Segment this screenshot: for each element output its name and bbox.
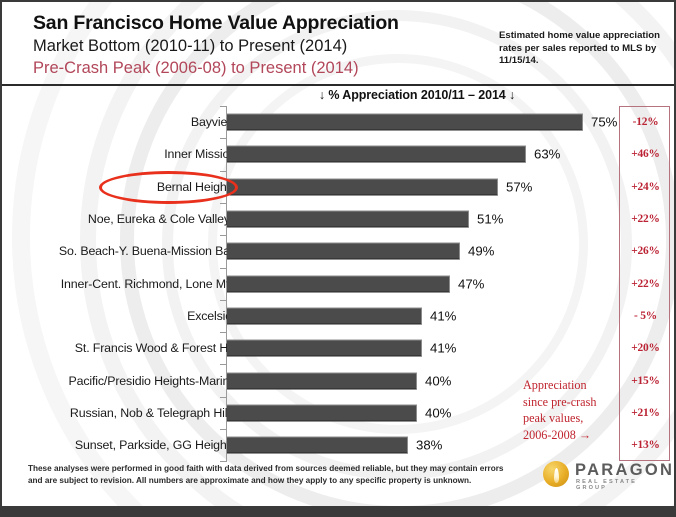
- source-note: Estimated home value appreciation rates …: [499, 30, 661, 66]
- category-label: Inner Mission: [164, 147, 236, 162]
- pre-crash-peak-value: +15%: [631, 374, 660, 387]
- paragon-logo: PARAGON REAL ESTATE GROUP: [543, 459, 672, 491]
- axis-tick: [220, 235, 227, 237]
- axis-tick: [220, 138, 227, 140]
- category-label: So. Beach-Y. Buena-Mission Bay: [58, 244, 236, 259]
- bar-value-label: 40%: [425, 373, 452, 389]
- disclaimer-text: These analyses were performed in good fa…: [28, 463, 528, 486]
- chart-row: Sunset, Parkside, GG Heights 38%: [2, 429, 674, 461]
- category-label: Bayview: [190, 115, 236, 130]
- bar-value-label: 41%: [430, 340, 457, 356]
- axis-tick: [220, 429, 227, 430]
- axis-tick: [220, 461, 227, 463]
- pre-crash-peak-column: -12% +46% +24% +22% +26% +22% - 5% +20% +15% +21%…: [619, 106, 670, 461]
- pre-crash-peak-value: -12%: [632, 116, 659, 129]
- bar-value-label: 40%: [425, 405, 452, 421]
- chart-axis-heading: ↓ % Appreciation 2010/11 – 2014 ↓: [318, 88, 516, 102]
- axis-tick: [220, 396, 227, 398]
- slide-header: San Francisco Home Value Appreciation Ma…: [2, 2, 674, 86]
- chart-row: Bernal Heights 57%: [2, 170, 674, 203]
- bar: [227, 404, 417, 422]
- category-label: Inner-Cent. Richmond, Lone Mtn: [60, 276, 236, 291]
- disclaimer-line-2: and are subject to revision. All numbers…: [28, 475, 472, 485]
- chart-row: Bayview 75%: [2, 106, 674, 138]
- slide-footer: These analyses were performed in good fa…: [2, 455, 674, 505]
- pre-crash-peak-value: +24%: [631, 180, 660, 193]
- title-block: San Francisco Home Value Appreciation Ma…: [33, 11, 399, 79]
- annotation-line-3: peak values,: [523, 411, 584, 426]
- logo-tagline: REAL ESTATE GROUP: [576, 479, 638, 491]
- subtitle-pre-crash-peak: Pre-Crash Peak (2006-08) to Present (201…: [33, 59, 359, 77]
- bar-value-label: 49%: [468, 243, 495, 259]
- pre-crash-peak-value: +20%: [631, 342, 660, 355]
- bar: [227, 307, 422, 325]
- flame-shape-icon: [554, 468, 559, 483]
- axis-tick: [220, 299, 227, 301]
- disclaimer-line-1: These analyses were performed in good fa…: [28, 464, 504, 473]
- category-label: Sunset, Parkside, GG Heights: [74, 438, 236, 453]
- bar-value-label: 47%: [458, 276, 485, 292]
- bottom-accent-bar: [2, 506, 674, 515]
- bar: [227, 275, 450, 293]
- subtitle-market-bottom: Market Bottom (2010-11) to Present (2014…: [33, 37, 348, 55]
- pre-crash-peak-value: +22%: [631, 213, 660, 226]
- bar: [227, 436, 408, 454]
- bar: [227, 210, 469, 228]
- chart-row: So. Beach-Y. Buena-Mission Bay 49%: [2, 235, 674, 267]
- bar: [227, 339, 422, 357]
- axis-tick: [220, 267, 227, 269]
- paragon-flame-icon: [543, 461, 569, 487]
- chart-row: Excelsior 41%: [2, 299, 674, 332]
- category-label: Excelsior: [187, 308, 236, 323]
- pre-crash-peak-value: +26%: [631, 245, 660, 258]
- category-label: Bernal Heights: [156, 179, 236, 194]
- category-label: St. Francis Wood & Forest Hill: [74, 341, 236, 356]
- chart-row: Noe, Eureka & Cole Valleys 51%: [2, 202, 674, 235]
- bar-value-label: 57%: [506, 179, 533, 195]
- category-axis-line: [226, 106, 227, 462]
- chart-row: Inner-Cent. Richmond, Lone Mtn 47%: [2, 267, 674, 300]
- bar-value-label: 63%: [534, 146, 561, 162]
- bar-value-label: 51%: [477, 211, 504, 227]
- bar: [227, 178, 498, 196]
- chart-row: Pacific/Presidio Heights-Marina 40%: [2, 364, 674, 396]
- pre-crash-peak-value: +13%: [631, 439, 660, 452]
- annotation-line-4: 2006-2008 →: [523, 427, 592, 442]
- chart-row: Inner Mission 63%: [2, 138, 674, 170]
- pre-crash-annotation: Appreciation since pre-crash peak values…: [523, 377, 615, 443]
- bar: [227, 113, 583, 131]
- axis-tick: [220, 364, 227, 366]
- chart-plot-area: Bayview 75% Inner Mission 63% Bernal Heights…: [2, 106, 674, 464]
- pre-crash-peak-value: - 5%: [634, 309, 657, 322]
- bar-value-label: 38%: [416, 437, 443, 453]
- axis-tick: [220, 202, 227, 204]
- category-label: Pacific/Presidio Heights-Marina: [68, 373, 236, 388]
- category-label: Russian, Nob & Telegraph Hills: [69, 405, 236, 420]
- bar-value-label: 75%: [591, 114, 618, 130]
- bar: [227, 372, 417, 390]
- chart-row: Russian, Nob & Telegraph Hills 40%: [2, 396, 674, 429]
- axis-tick: [220, 106, 227, 107]
- annotation-line-2: since pre-crash: [523, 394, 597, 409]
- axis-tick: [220, 332, 227, 334]
- bar-value-label: 41%: [430, 308, 457, 324]
- logo-wordmark: PARAGON: [575, 461, 675, 479]
- annotation-line-1: Appreciation: [523, 378, 587, 392]
- category-label: Noe, Eureka & Cole Valleys: [87, 212, 236, 227]
- pre-crash-peak-value: +21%: [631, 406, 660, 419]
- axis-tick: [220, 170, 227, 172]
- bar: [227, 242, 460, 260]
- pre-crash-peak-value: +22%: [631, 277, 660, 290]
- bar: [227, 145, 526, 163]
- chart-row: St. Francis Wood & Forest Hill 41%: [2, 332, 674, 364]
- page-title: San Francisco Home Value Appreciation: [33, 12, 399, 34]
- pre-crash-peak-value: +46%: [631, 148, 660, 161]
